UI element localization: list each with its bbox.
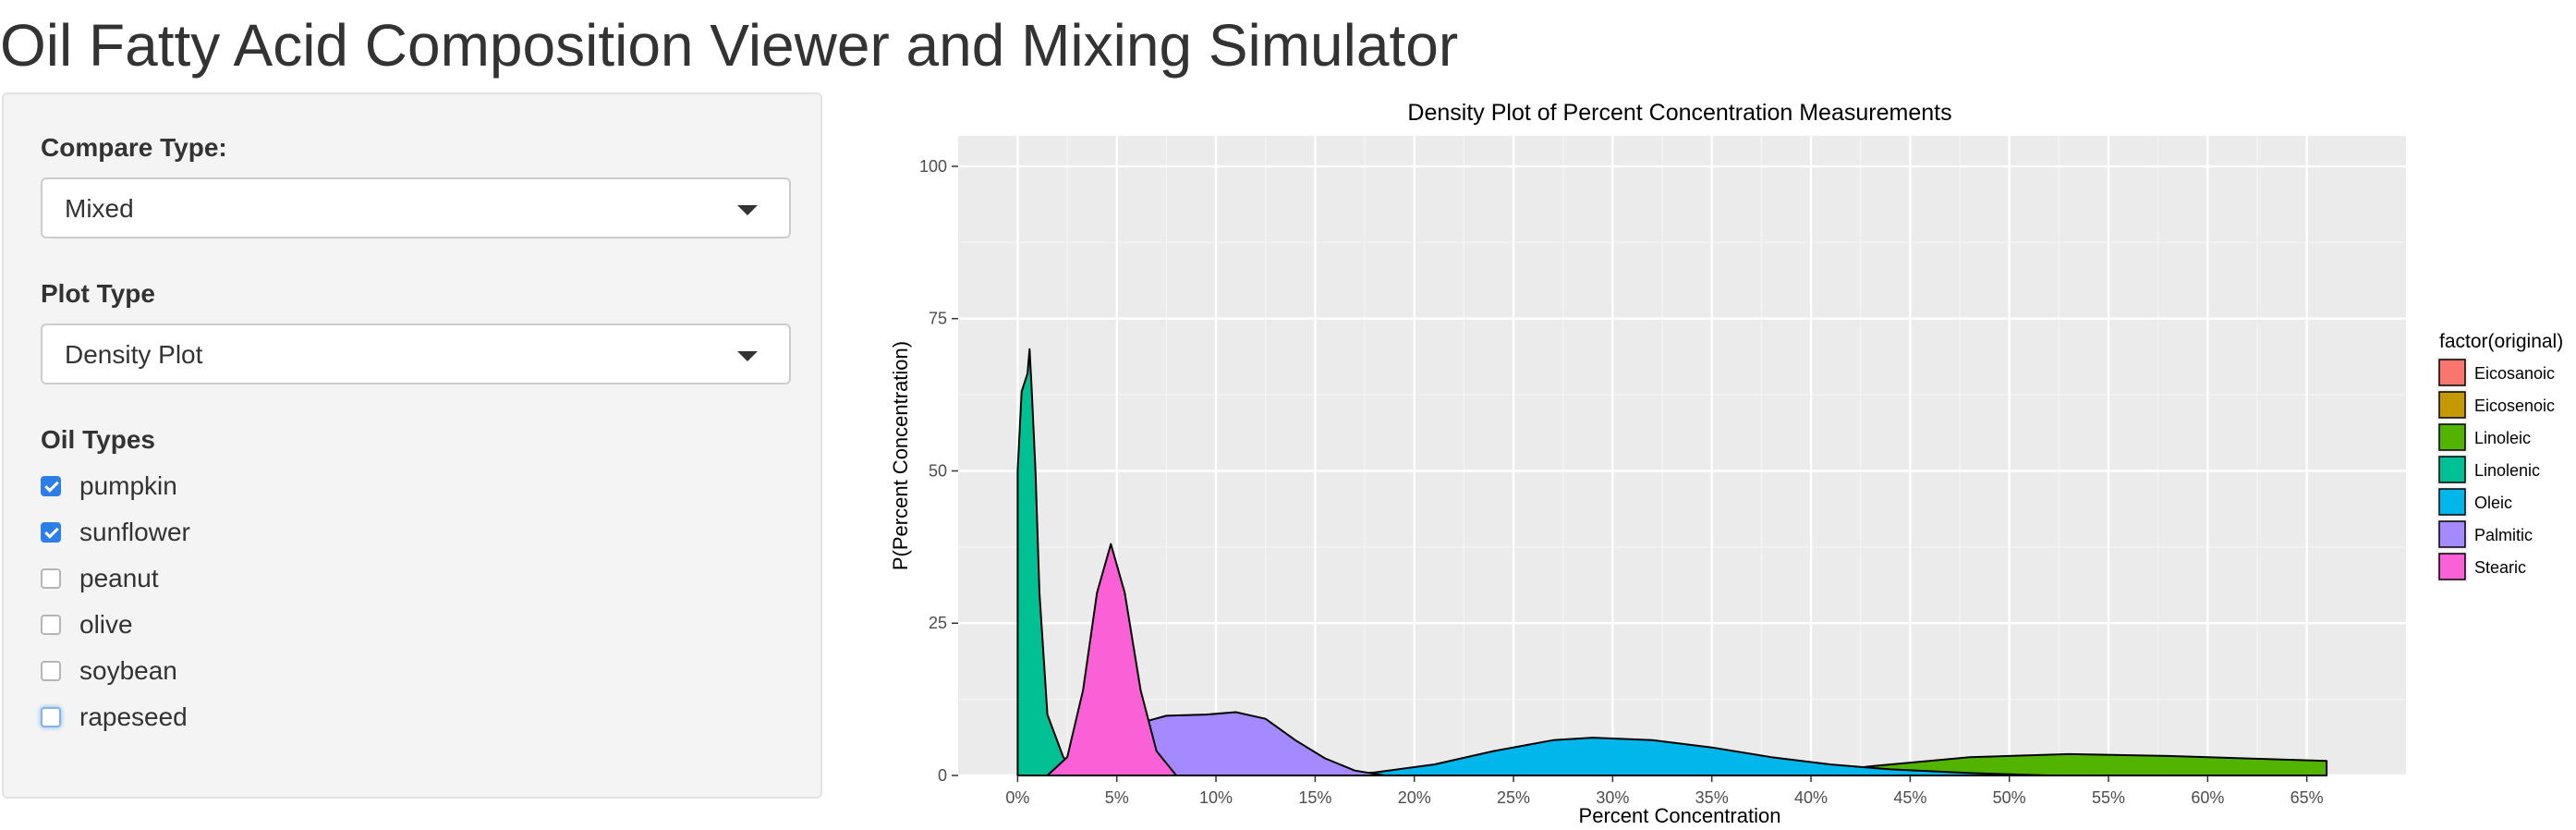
chevron-down-icon <box>737 351 758 361</box>
y-axis-label: P(Percent Concentration) <box>889 341 912 570</box>
x-tick-label: 20% <box>1398 788 1431 807</box>
checkbox-icon[interactable] <box>41 476 61 496</box>
y-axis-tick-labels: 0 25 50 75 100 <box>919 157 947 785</box>
oil-types-label: Oil Types <box>41 425 155 454</box>
legend-label: Oleic <box>2474 494 2512 512</box>
density-areas <box>1016 348 2328 776</box>
legend-label: Palmitic <box>2474 526 2533 544</box>
oil-type-label: peanut <box>79 564 159 592</box>
compare-type-value: Mixed <box>65 194 134 223</box>
x-tick-label: 0% <box>1005 788 1029 807</box>
oil-type-label: sunflower <box>79 518 190 546</box>
legend-title: factor(original) <box>2439 331 2563 352</box>
y-tick-label: 100 <box>919 157 947 176</box>
x-tick-label: 5% <box>1105 788 1129 807</box>
x-tick-label: 40% <box>1794 788 1828 807</box>
legend-label: Eicosanoic <box>2474 364 2555 383</box>
legend-label: Stearic <box>2474 558 2526 577</box>
plot-type-label: Plot Type <box>41 279 155 308</box>
app-title: Oil Fatty Acid Composition Viewer and Mi… <box>0 12 1459 79</box>
x-tick-label: 15% <box>1298 788 1331 807</box>
legend-swatch-linolenic <box>2438 456 2466 483</box>
legend-swatch-eicosanoic <box>2438 359 2466 386</box>
legend: Eicosanoic Eicosenoic Linoleic Linolenic Ole… <box>2436 357 2555 582</box>
x-tick-label: 55% <box>2092 788 2125 807</box>
chart-title: Density Plot of Percent Concentration Me… <box>1407 100 1951 126</box>
checkbox-icon[interactable] <box>41 707 61 727</box>
sidebar-panel: Compare Type: Mixed Plot Type Density Pl… <box>2 92 822 799</box>
compare-type-select[interactable]: Mixed <box>41 177 791 238</box>
y-tick-label: 50 <box>929 461 947 480</box>
x-tick-label: 10% <box>1199 788 1233 807</box>
x-axis-label: Percent Concentration <box>1579 804 1781 827</box>
oil-type-label: olive <box>79 610 133 639</box>
oil-type-label: soybean <box>79 656 177 685</box>
legend-label: Linolenic <box>2474 461 2540 480</box>
x-tick-label: 60% <box>2191 788 2224 807</box>
chevron-down-icon <box>737 205 758 215</box>
legend-label: Eicosenoic <box>2474 397 2555 415</box>
x-axis-tick-labels: 0% 5% 10% 15% 20% 25% 30% 35% 40% 45% 50% 55% 60% 65% <box>1005 788 2323 807</box>
grid-minor <box>958 136 2406 775</box>
y-tick-label: 75 <box>929 310 947 328</box>
legend-swatch-palmitic <box>2438 520 2466 548</box>
x-tick-label: 50% <box>1993 788 2026 807</box>
legend-swatch-eicosenoic <box>2438 391 2466 419</box>
x-tick-label: 35% <box>1695 788 1729 807</box>
compare-type-label: Compare Type: <box>41 133 227 162</box>
plot-panel <box>958 136 2406 775</box>
legend-swatch-linoleic <box>2438 423 2466 451</box>
axis-ticks <box>952 165 2308 782</box>
plot-type-select[interactable]: Density Plot <box>41 323 791 384</box>
checkbox-icon[interactable] <box>41 615 61 635</box>
oil-type-label: rapeseed <box>79 702 188 731</box>
x-tick-label: 25% <box>1497 788 1530 807</box>
legend-swatch-oleic <box>2438 488 2466 516</box>
checkbox-icon[interactable] <box>41 522 61 543</box>
legend-label: Linoleic <box>2474 429 2531 447</box>
oil-type-label: pumpkin <box>79 471 177 500</box>
y-tick-label: 25 <box>929 614 947 632</box>
x-tick-label: 45% <box>1893 788 1926 807</box>
legend-swatch-stearic <box>2438 553 2466 580</box>
x-tick-label: 30% <box>1596 788 1629 807</box>
plot-type-value: Density Plot <box>65 340 203 369</box>
density-area-stearic <box>1046 543 1178 776</box>
checkbox-icon[interactable] <box>41 661 61 681</box>
checkbox-icon[interactable] <box>41 568 61 589</box>
x-tick-label: 65% <box>2290 788 2324 807</box>
density-area-oleic <box>1314 737 2050 776</box>
y-tick-label: 0 <box>938 766 947 785</box>
